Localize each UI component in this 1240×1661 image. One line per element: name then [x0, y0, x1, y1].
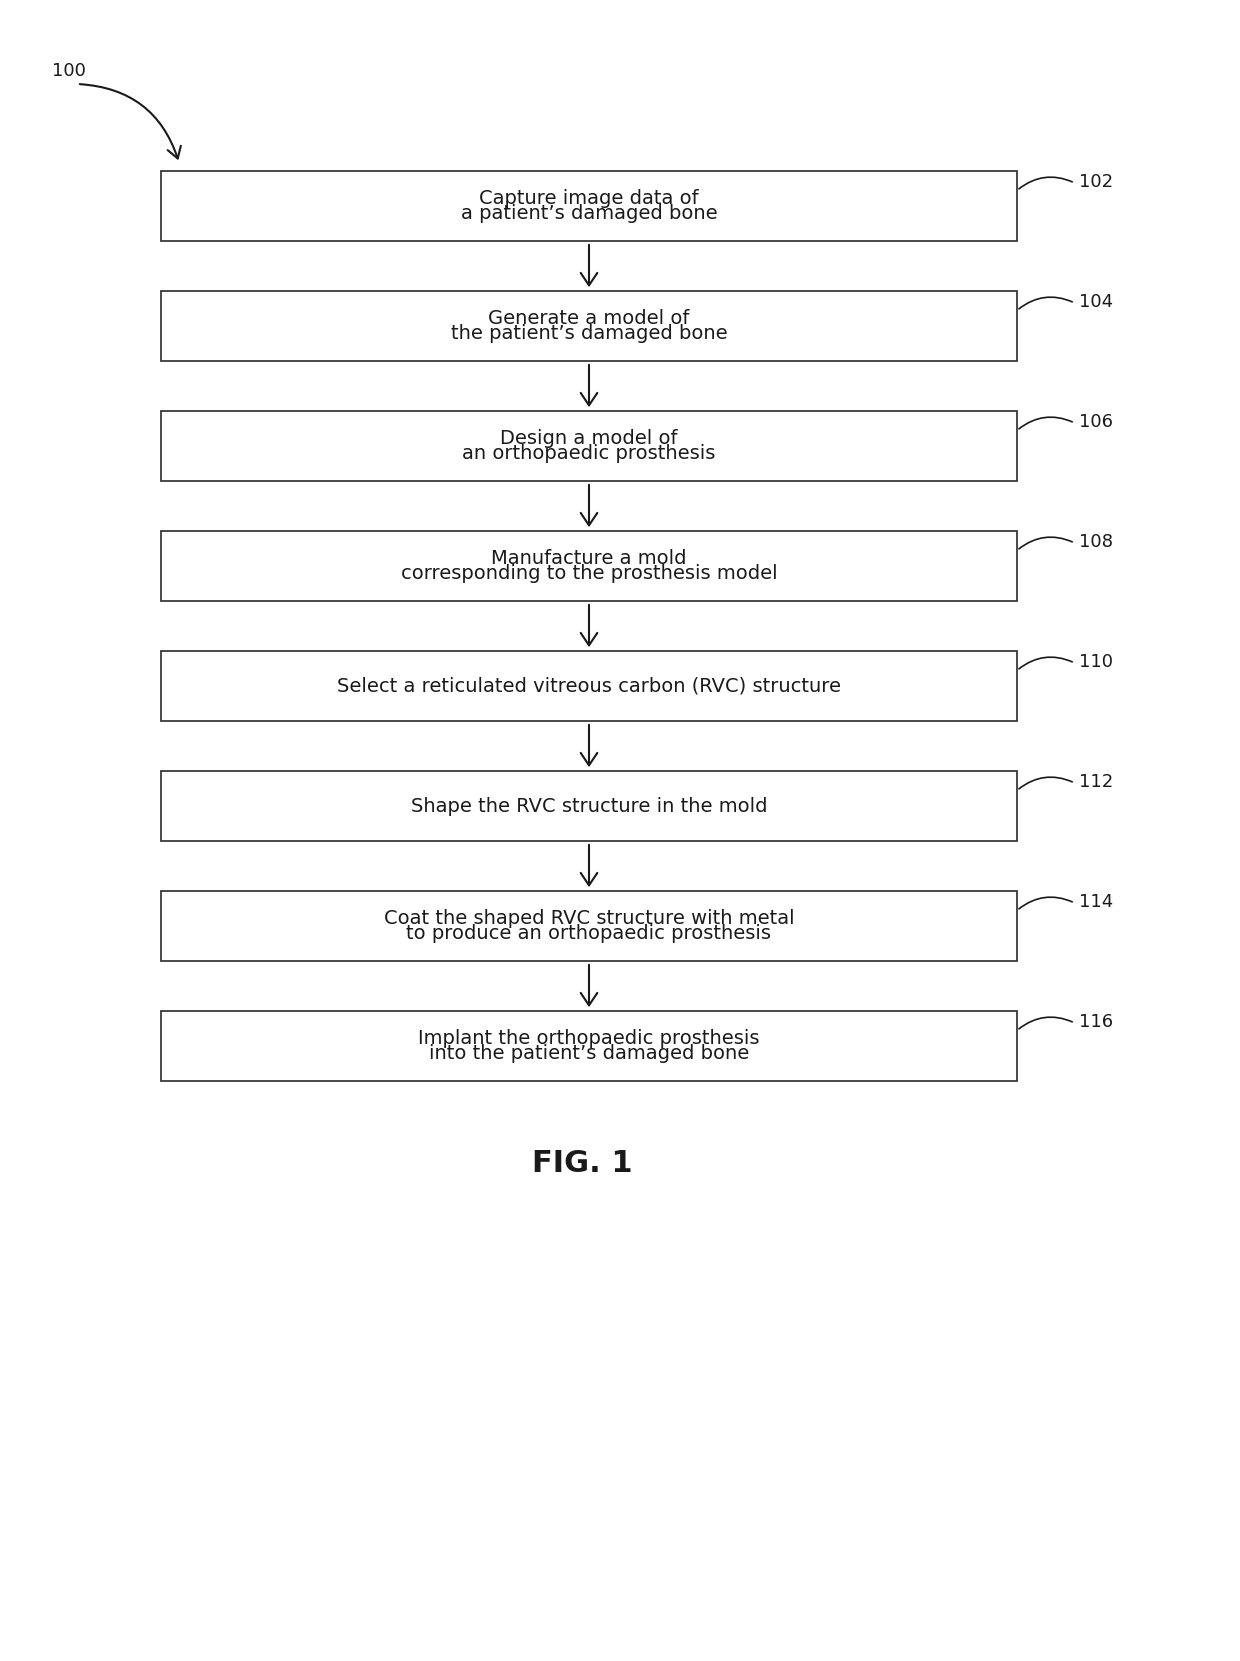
- Text: Design a model of: Design a model of: [500, 429, 678, 448]
- Bar: [161, 532, 1017, 601]
- Text: 116: 116: [1079, 1013, 1114, 1031]
- Bar: [161, 651, 1017, 721]
- Bar: [161, 771, 1017, 840]
- FancyArrowPatch shape: [1019, 297, 1073, 309]
- Text: an orthopaedic prosthesis: an orthopaedic prosthesis: [463, 443, 715, 463]
- Text: 106: 106: [1079, 414, 1112, 430]
- Text: to produce an orthopaedic prosthesis: to produce an orthopaedic prosthesis: [407, 924, 771, 943]
- FancyArrowPatch shape: [79, 85, 181, 158]
- FancyArrowPatch shape: [1019, 417, 1073, 429]
- Text: 110: 110: [1079, 653, 1112, 671]
- FancyArrowPatch shape: [1019, 777, 1073, 789]
- Text: Coat the shaped RVC structure with metal: Coat the shaped RVC structure with metal: [383, 909, 795, 928]
- Text: Shape the RVC structure in the mold: Shape the RVC structure in the mold: [410, 797, 768, 816]
- Bar: [161, 291, 1017, 360]
- FancyArrowPatch shape: [1019, 537, 1073, 548]
- Text: Generate a model of: Generate a model of: [489, 309, 689, 327]
- Text: Manufacture a mold: Manufacture a mold: [491, 548, 687, 568]
- Bar: [161, 890, 1017, 962]
- FancyArrowPatch shape: [1019, 658, 1073, 669]
- Bar: [161, 410, 1017, 482]
- FancyArrowPatch shape: [1019, 897, 1073, 909]
- FancyArrowPatch shape: [1019, 1017, 1073, 1028]
- Text: into the patient’s damaged bone: into the patient’s damaged bone: [429, 1045, 749, 1063]
- Text: 112: 112: [1079, 772, 1114, 791]
- Text: 100: 100: [52, 61, 86, 80]
- Text: Capture image data of: Capture image data of: [479, 189, 699, 208]
- Text: 104: 104: [1079, 292, 1114, 311]
- Bar: [161, 1012, 1017, 1081]
- Bar: [161, 171, 1017, 241]
- FancyArrowPatch shape: [1019, 178, 1073, 189]
- Text: the patient’s damaged bone: the patient’s damaged bone: [450, 324, 728, 344]
- Text: a patient’s damaged bone: a patient’s damaged bone: [461, 204, 717, 223]
- Text: corresponding to the prosthesis model: corresponding to the prosthesis model: [401, 565, 777, 583]
- Text: Select a reticulated vitreous carbon (RVC) structure: Select a reticulated vitreous carbon (RV…: [337, 676, 841, 696]
- Text: Implant the orthopaedic prosthesis: Implant the orthopaedic prosthesis: [418, 1028, 760, 1048]
- Text: 114: 114: [1079, 894, 1114, 910]
- Text: FIG. 1: FIG. 1: [532, 1149, 634, 1178]
- Text: 102: 102: [1079, 173, 1114, 191]
- Text: 108: 108: [1079, 533, 1112, 551]
